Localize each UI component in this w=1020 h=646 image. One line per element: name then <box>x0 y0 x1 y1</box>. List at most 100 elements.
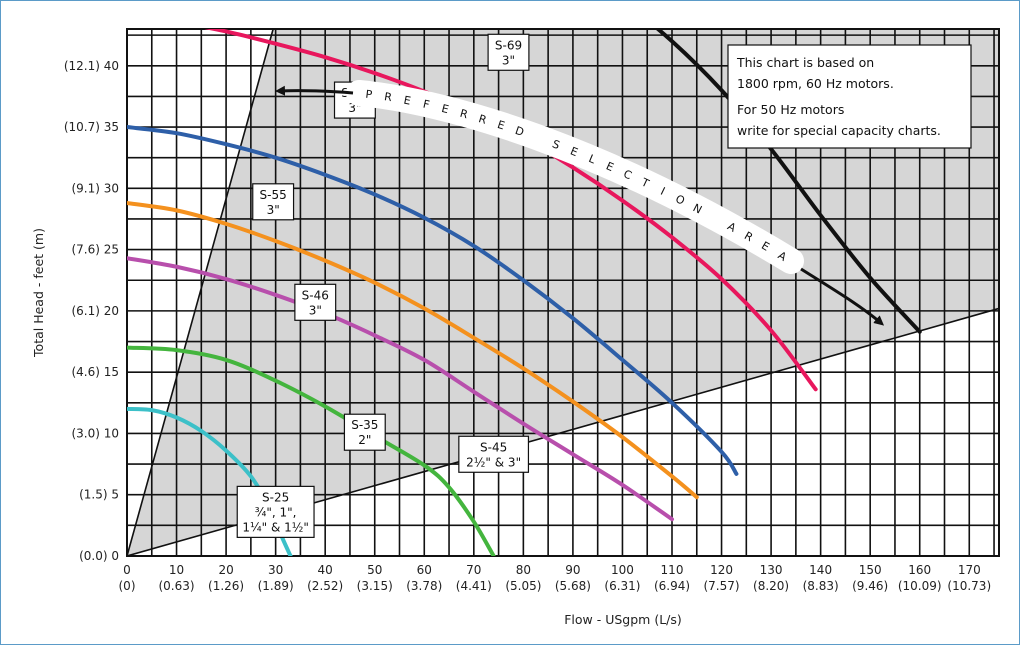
x-tick-sublabel: (1.89) <box>258 579 294 593</box>
chart-axes: 0 (0) 10 (0.63) 20 (1.26) 30 (1.89) 40 (2.52) 50 (3… <box>31 59 991 627</box>
banner-letter: D <box>513 124 525 139</box>
y-tick-label: (4.6) 15 <box>71 365 119 379</box>
note-line: write for special capacity charts. <box>737 123 941 138</box>
x-tick-sublabel: (0.63) <box>158 579 194 593</box>
curve-s-46 <box>127 201 699 500</box>
note-line: For 50 Hz motors <box>737 102 844 117</box>
note-box <box>727 44 972 149</box>
x-tick-sublabel: (6.94) <box>654 579 690 593</box>
banner-arrow-right <box>800 267 885 326</box>
x-tick-label: 150 <box>859 563 882 577</box>
x-tick-label: 110 <box>661 563 684 577</box>
label-text: S-35 <box>351 418 378 432</box>
x-tick-sublabel: (3.15) <box>357 579 393 593</box>
y-tick-label: (1.5) 5 <box>79 488 119 502</box>
curve-s-45 <box>127 256 674 522</box>
y-tick-label: (7.6) 25 <box>71 243 119 257</box>
x-tick-label: 140 <box>809 563 832 577</box>
label-text: S-55 <box>260 188 287 202</box>
x-tick-sublabel: (7.57) <box>703 579 739 593</box>
x-tick-label: 90 <box>565 563 580 577</box>
y-tick-label: (10.7) 35 <box>64 120 119 134</box>
note-line: 1800 rpm, 60 Hz motors. <box>737 76 894 91</box>
x-tick-sublabel: (2.52) <box>307 579 343 593</box>
x-tick-sublabel: (6.31) <box>604 579 640 593</box>
banner-letter: F <box>422 98 431 112</box>
label-s-55: S-553" <box>252 183 295 221</box>
banner-letter: R <box>458 107 469 122</box>
x-tick-sublabel: (3.78) <box>406 579 442 593</box>
label-s-69: S-693" <box>487 33 530 71</box>
x-tick-label: 170 <box>958 563 981 577</box>
x-tick-label: 40 <box>318 563 333 577</box>
y-tick-label: (3.0) 10 <box>71 426 119 440</box>
banner-letter: E <box>604 160 616 175</box>
plot-border <box>126 28 1000 557</box>
label-s-25: S-25¾", 1",1¼" & 1½" <box>236 485 315 538</box>
x-tick-label: 20 <box>218 563 233 577</box>
x-tick-label: 0 <box>123 563 131 577</box>
label-box <box>343 413 386 451</box>
x-tick-sublabel: (10.09) <box>898 579 942 593</box>
banner-letter: E <box>568 145 579 160</box>
label-text: S-25 <box>262 490 289 504</box>
label-box <box>236 485 315 538</box>
label-s-46: S-463" <box>294 283 337 321</box>
banner-letter: P <box>365 88 373 102</box>
banner-arrow-left <box>275 85 354 96</box>
x-tick-sublabel: (5.05) <box>505 579 541 593</box>
label-text: 3" <box>309 303 322 317</box>
chart-note: This chart is based on 1800 rpm, 60 Hz mo… <box>727 44 972 149</box>
x-tick-label: 70 <box>466 563 481 577</box>
label-text: 2" <box>358 433 371 447</box>
x-tick-label: 130 <box>760 563 783 577</box>
x-tick-label: 50 <box>367 563 382 577</box>
x-tick-label: 30 <box>268 563 283 577</box>
x-tick-sublabel: (0) <box>119 579 136 593</box>
label-box <box>458 435 530 473</box>
banner-letter: L <box>587 152 598 167</box>
label-box <box>487 33 530 71</box>
label-text: 2½" & 3" <box>466 455 521 469</box>
label-text: S-69 <box>495 38 522 52</box>
y-tick-label: (0.0) 0 <box>79 549 119 563</box>
x-tick-sublabel: (4.41) <box>456 579 492 593</box>
banner-band <box>346 80 804 274</box>
label-s-35: S-352" <box>343 413 386 451</box>
x-tick-label: 120 <box>710 563 733 577</box>
upper-boundary-line <box>126 28 274 557</box>
label-box <box>294 283 337 321</box>
banner-letter: E <box>440 102 450 116</box>
x-axis-title: Flow - USgpm (L/s) <box>564 612 682 627</box>
x-tick-sublabel: (8.20) <box>753 579 789 593</box>
label-text: 1¼" & 1½" <box>242 520 309 534</box>
label-text: ¾", 1", <box>255 505 297 519</box>
x-tick-sublabel: (8.83) <box>803 579 839 593</box>
x-tick-label: 80 <box>516 563 531 577</box>
curve-s-69 <box>654 29 922 334</box>
banner-letter: E <box>403 94 412 108</box>
x-tick-sublabel: (5.68) <box>555 579 591 593</box>
x-tick-sublabel: (1.26) <box>208 579 244 593</box>
x-tick-sublabel: (10.73) <box>947 579 991 593</box>
banner-letter: I <box>658 185 667 198</box>
x-tick-label: 160 <box>908 563 931 577</box>
label-text: 3" <box>267 203 280 217</box>
label-box <box>252 183 295 221</box>
label-text: S-45 <box>480 440 507 454</box>
note-line: This chart is based on <box>736 55 874 70</box>
label-text: S-46 <box>302 288 329 302</box>
banner-letter: S <box>550 137 561 152</box>
y-tick-label: (9.1) 30 <box>71 181 119 195</box>
x-tick-sublabel: (9.46) <box>852 579 888 593</box>
y-tick-label: (12.1) 40 <box>64 59 119 73</box>
y-axis-title: Total Head - feet (m) <box>31 228 46 358</box>
label-text: 3" <box>502 53 515 67</box>
banner-letter: R <box>383 90 393 104</box>
x-tick-label: 10 <box>169 563 184 577</box>
banner-letter: E <box>496 118 507 133</box>
y-tick-label: (6.1) 20 <box>71 304 119 318</box>
